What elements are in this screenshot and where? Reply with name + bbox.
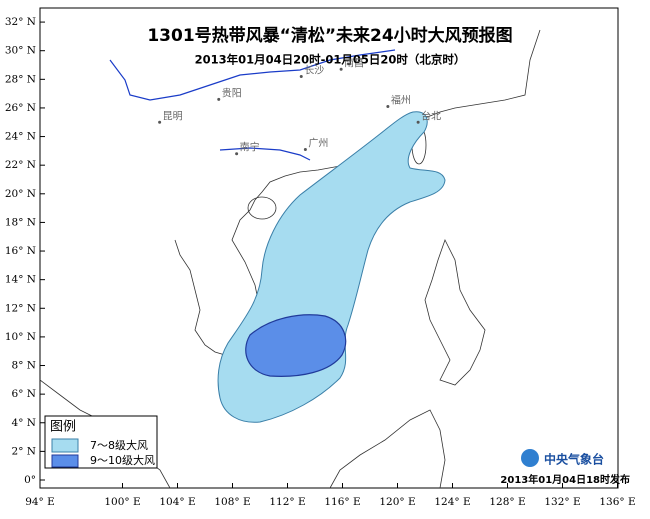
lon-tick-label: 136° E: [599, 496, 635, 508]
lat-tick-label: 16° N: [5, 245, 36, 257]
lat-tick-label: 22° N: [5, 159, 36, 171]
subtitle: 2013年01月04日20时-01月05日20时（北京时）: [195, 53, 466, 67]
city-label: 台北: [421, 109, 441, 122]
lon-tick-label: 124° E: [434, 496, 470, 508]
org: 中央气象台: [544, 452, 604, 467]
lat-tick-label: 6° N: [12, 388, 36, 400]
city-label: 广州: [308, 137, 328, 149]
lat-tick-label: 18° N: [5, 216, 36, 228]
city-dot: [386, 105, 390, 109]
lat-tick-label: 0°: [24, 474, 36, 486]
lon-tick-label: 120° E: [379, 496, 415, 508]
legend-label: 7～8级大风: [90, 438, 148, 452]
lon-tick-label: 116° E: [324, 496, 360, 508]
logo: [521, 449, 539, 467]
legend-label: 9～10级大风: [90, 453, 155, 467]
lon-tick-label: 132° E: [544, 496, 580, 508]
city-label: 南昌: [344, 56, 364, 69]
city-dot: [217, 97, 221, 101]
wind-area-9-10: [245, 314, 347, 377]
lat-tick-label: 2° N: [12, 445, 36, 457]
lat-tick-label: 32° N: [5, 16, 36, 28]
city-dot: [303, 147, 307, 151]
lat-tick-label: 14° N: [5, 274, 36, 286]
city-dot: [299, 74, 303, 78]
lon-tick-label: 108° E: [214, 496, 250, 508]
city-label: 昆明: [163, 110, 183, 122]
lat-tick-label: 20° N: [5, 188, 36, 200]
lat-tick-label: 10° N: [5, 331, 36, 343]
lat-tick-label: 12° N: [5, 302, 36, 314]
city-label: 福州: [391, 94, 411, 107]
lon-tick-label: 128° E: [489, 496, 525, 508]
city-label: 南宁: [240, 141, 260, 154]
lon-tick-label: 94° E: [25, 496, 55, 508]
city-dot: [235, 152, 239, 156]
lon-tick-label: 104° E: [159, 496, 195, 508]
city-label: 长沙: [304, 64, 324, 76]
lat-tick-label: 30° N: [5, 45, 36, 57]
lon-tick-label: 100° E: [104, 496, 140, 508]
legend-title: 图例: [50, 420, 76, 435]
lon-tick-label: 112° E: [269, 496, 305, 508]
lat-tick-label: 4° N: [12, 417, 36, 429]
lat-tick-label: 8° N: [12, 360, 36, 372]
city-dot: [158, 120, 162, 124]
issued: 2013年01月04日18时发布: [500, 473, 630, 486]
rivers: [109, 49, 396, 161]
city-dot: [339, 67, 343, 71]
legend-swatch: [51, 438, 79, 453]
city-label: 贵阳: [222, 86, 242, 99]
city-dot: [416, 120, 420, 124]
lat-tick-label: 24° N: [5, 131, 36, 143]
title: 1301号热带风暴“清松”未来24小时大风预报图: [147, 25, 512, 46]
lat-tick-label: 28° N: [5, 73, 36, 85]
legend-swatch: [51, 454, 79, 468]
lat-tick-label: 26° N: [5, 102, 36, 114]
